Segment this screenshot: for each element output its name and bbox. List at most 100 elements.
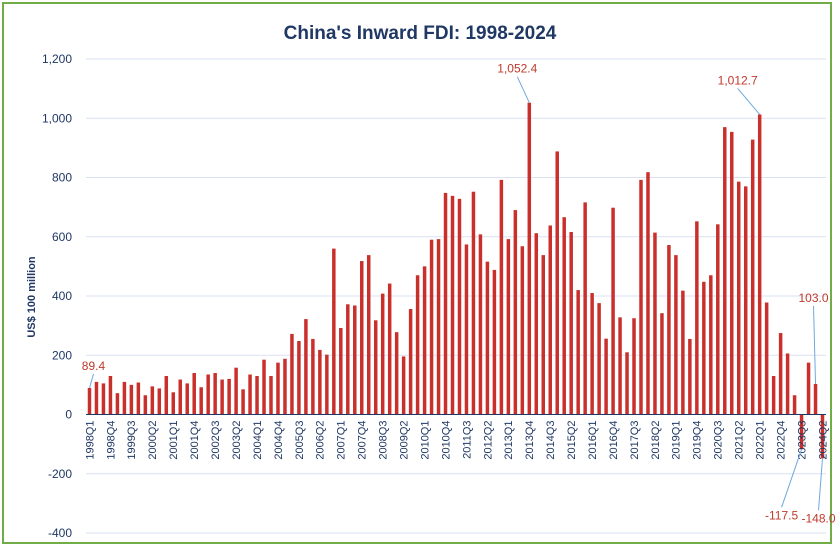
x-tick-label: 2003Q2	[231, 421, 243, 460]
bar-2021Q2	[736, 181, 741, 415]
bar-2021Q3	[743, 186, 748, 415]
bar-2001Q1	[171, 392, 176, 415]
annotation-label: 89.4	[82, 359, 106, 373]
bar-2016Q1	[590, 293, 594, 415]
annotation-leader	[818, 458, 824, 511]
bar-2014Q2	[541, 255, 546, 415]
x-tick-label: 2021Q2	[734, 421, 746, 460]
bar-2015Q1	[562, 217, 566, 415]
bar-2020Q2	[709, 275, 713, 415]
bar-1998Q3	[101, 383, 106, 415]
bar-2009Q3	[408, 309, 413, 415]
bar-2013Q1	[506, 239, 511, 415]
bar-2020Q3	[716, 224, 720, 415]
bar-2011Q2	[457, 198, 462, 415]
x-axis-ticks: 1998Q1 1998Q4 1999Q3 2000Q2 2001Q1 2001Q4 2002…	[84, 421, 829, 460]
x-tick-label: 2007Q1	[336, 421, 348, 460]
bar-2000Q1	[143, 395, 148, 415]
bar-2005Q1	[283, 358, 287, 415]
bar-2001Q4	[192, 373, 196, 415]
bar-2005Q4	[304, 319, 308, 415]
annotation-label: 1,012.7	[718, 73, 758, 87]
x-tick-label: 2001Q1	[168, 421, 180, 460]
x-tick-label: 2022Q1	[755, 421, 767, 460]
y-tick-label: 400	[52, 289, 72, 303]
bar-2010Q2	[429, 239, 434, 415]
bar-2013Q2	[513, 210, 518, 415]
bar-2005Q3	[297, 341, 301, 415]
bar-2003Q4	[248, 374, 252, 415]
bar-2006Q4	[332, 248, 336, 415]
y-tick-label: 1,000	[42, 111, 72, 125]
bar-2017Q1	[618, 317, 622, 415]
x-tick-label: 2014Q3	[545, 421, 557, 460]
x-tick-label: 2005Q3	[294, 421, 306, 460]
y-tick-label: -200	[48, 467, 72, 481]
x-tick-label: 2016Q1	[587, 421, 599, 460]
bar-2018Q4	[667, 245, 671, 415]
bar-2017Q4	[639, 179, 643, 415]
bar-2015Q4	[583, 202, 587, 415]
bar-2020Q1	[702, 281, 706, 415]
bar-2023Q4	[806, 362, 811, 415]
bar-2023Q1	[785, 353, 790, 415]
bar-2017Q2	[625, 352, 629, 415]
bar-2008Q3	[380, 293, 385, 415]
bar-2001Q2	[178, 379, 182, 415]
bar-2018Q1	[646, 172, 650, 415]
x-tick-label: 2022Q4	[775, 421, 787, 460]
bar-2005Q2	[290, 333, 294, 415]
bar-2015Q3	[576, 290, 580, 415]
bar-1998Q4	[108, 375, 113, 415]
y-axis-label: US$ 100 million	[26, 256, 38, 338]
x-tick-label: 2001Q4	[189, 421, 201, 460]
bar-2003Q3	[241, 389, 245, 415]
x-tick-label: 2009Q2	[398, 421, 410, 460]
bars	[87, 102, 825, 459]
x-tick-label: 2015Q2	[566, 421, 578, 460]
bar-1999Q1	[115, 393, 120, 415]
bar-2004Q4	[276, 362, 280, 415]
bar-1998Q2	[94, 381, 99, 415]
bar-2019Q2	[681, 290, 685, 415]
bar-2019Q4	[695, 221, 699, 415]
bar-2007Q3	[353, 305, 357, 415]
bar-2006Q2	[318, 349, 322, 415]
bar-2022Q1	[757, 114, 762, 415]
bar-2009Q4	[415, 275, 420, 415]
bar-2012Q1	[478, 234, 483, 415]
x-tick-label: 2012Q2	[482, 421, 494, 460]
bar-2004Q2	[262, 359, 266, 415]
bar-2024Q2	[820, 414, 825, 459]
bar-2021Q4	[750, 139, 755, 415]
annotation-leader	[781, 449, 803, 508]
bar-2010Q1	[422, 266, 427, 415]
x-tick-label: 2011Q3	[461, 421, 473, 459]
bar-2014Q1	[534, 233, 539, 415]
bar-2015Q2	[569, 232, 573, 415]
bar-2008Q4	[387, 283, 392, 415]
x-tick-label: 2017Q3	[629, 421, 641, 460]
annotation-label: 1,052.4	[497, 62, 537, 76]
x-tick-label: 2019Q4	[692, 421, 704, 460]
annotation-leader	[516, 76, 530, 103]
bar-2000Q4	[164, 375, 169, 415]
y-tick-label: 600	[52, 230, 72, 244]
bar-2007Q1	[339, 327, 343, 415]
bar-2019Q3	[688, 338, 692, 415]
bar-2022Q4	[778, 333, 783, 415]
bar-1999Q3	[129, 384, 134, 415]
bar-2013Q3	[520, 246, 525, 415]
bar-2000Q3	[157, 388, 162, 415]
bar-2017Q3	[632, 318, 636, 415]
x-tick-label: 1998Q4	[105, 421, 117, 460]
bar-2006Q1	[311, 338, 315, 415]
bar-2022Q3	[771, 375, 776, 415]
annotation-label: 103.0	[799, 291, 829, 305]
y-tick-label: 1,200	[42, 52, 72, 66]
bar-2000Q2	[150, 386, 155, 415]
bar-2013Q4	[527, 102, 532, 415]
bar-2006Q3	[325, 354, 329, 415]
bar-2019Q1	[674, 255, 678, 415]
